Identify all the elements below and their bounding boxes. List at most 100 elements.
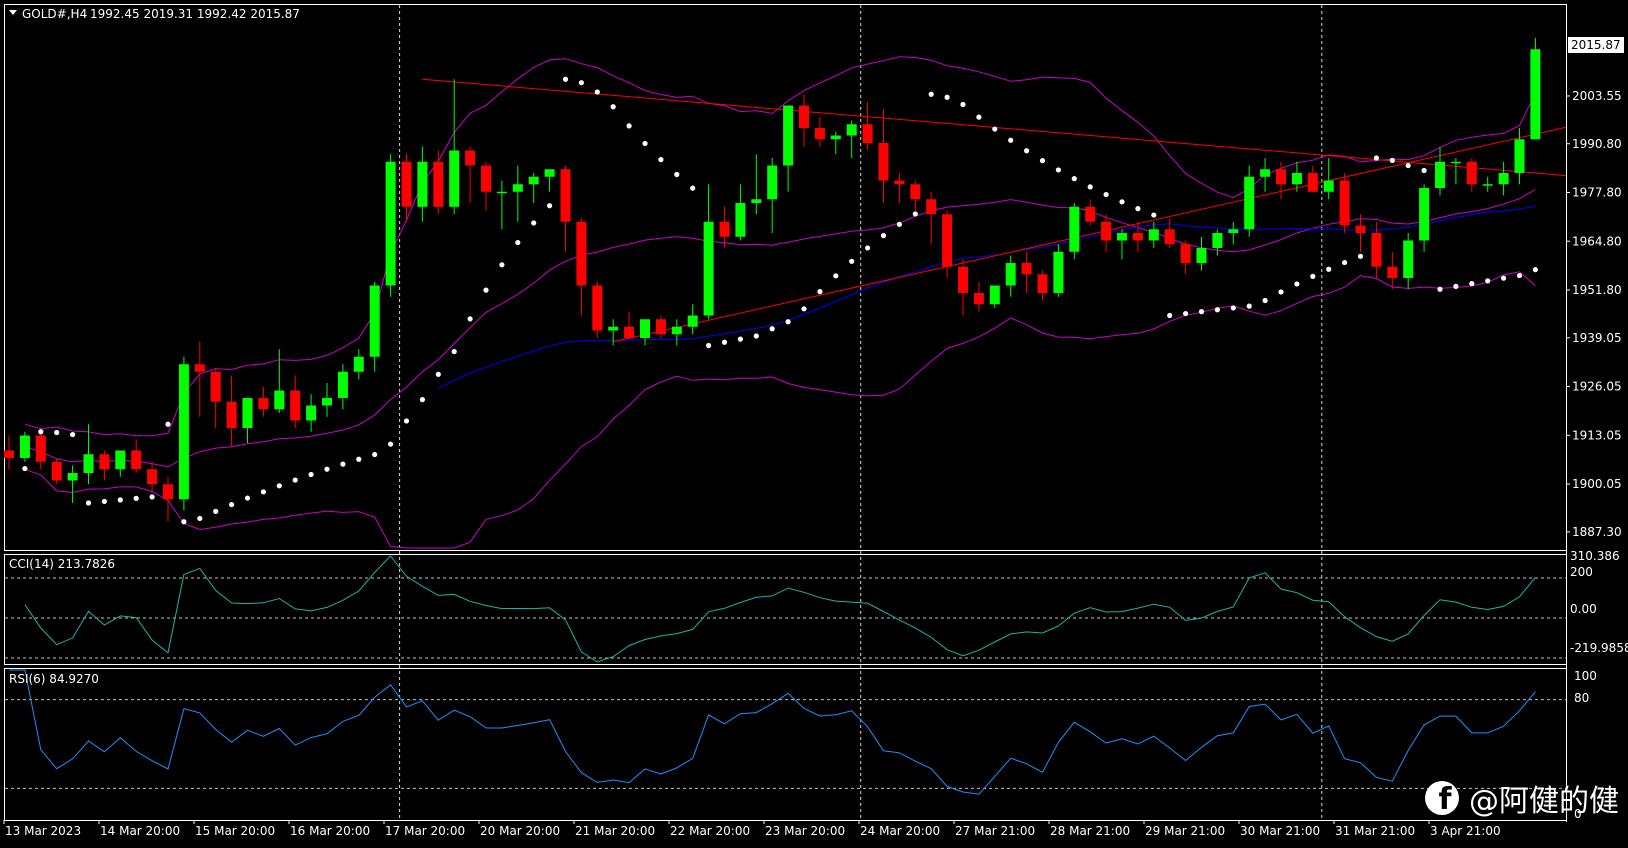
sar-dot xyxy=(674,171,680,178)
sar-dot xyxy=(769,326,775,332)
sar-dot xyxy=(101,498,107,505)
sar-dot xyxy=(1501,275,1507,281)
candle-body xyxy=(1228,229,1239,233)
candle-body xyxy=(1387,266,1398,278)
rsi-tick-label: 0 xyxy=(1574,807,1582,821)
candle-body xyxy=(1466,161,1477,185)
candle-body xyxy=(1276,169,1286,185)
sar-dot xyxy=(626,123,632,129)
symbol-label: GOLD#,H4 xyxy=(22,7,87,21)
cci-tick-label: 200 xyxy=(1570,565,1593,579)
sar-dot xyxy=(22,465,28,472)
candle-body xyxy=(242,398,253,428)
parabolic-sar xyxy=(22,76,1538,525)
candle-body xyxy=(1260,169,1271,177)
cci-line xyxy=(24,555,1536,663)
candle-body xyxy=(194,364,205,372)
candle-body xyxy=(337,371,348,398)
candle-body xyxy=(894,180,905,185)
sar-dot xyxy=(1039,158,1046,164)
sar-dot xyxy=(944,94,950,100)
candle-body xyxy=(465,150,476,166)
sar-dot xyxy=(213,508,219,514)
sar-dot xyxy=(1071,176,1077,182)
price-tick-label: 1964.80 xyxy=(1572,234,1622,248)
cci-path xyxy=(24,555,1536,663)
time-axis-label: 20 Mar 20:00 xyxy=(480,824,560,838)
sar-dot xyxy=(1198,309,1205,315)
candle-body xyxy=(163,484,173,500)
candle-body xyxy=(544,169,555,177)
sar-dot xyxy=(356,456,362,462)
sar-dot xyxy=(260,489,266,495)
sar-dot xyxy=(340,461,346,467)
candle-body xyxy=(1148,229,1159,241)
price-tick-label: 2003.55 xyxy=(1572,89,1622,103)
cci-label: CCI(14) 213.7826 xyxy=(9,557,115,571)
candle-body xyxy=(942,214,953,267)
sar-dot xyxy=(801,306,807,312)
candle-body xyxy=(306,405,317,421)
candle-body xyxy=(1005,263,1016,286)
sar-dot xyxy=(1278,289,1284,295)
sar-dot xyxy=(1024,148,1030,154)
time-axis-label: 3 Apr 21:00 xyxy=(1430,824,1501,838)
sar-dot xyxy=(117,497,123,503)
cci-tick-label: -219.9858 xyxy=(1570,641,1628,655)
sar-dot xyxy=(70,431,76,438)
candle-body xyxy=(1085,206,1096,222)
candle-body xyxy=(592,285,603,331)
candle-body xyxy=(1339,180,1350,226)
candle-body xyxy=(989,285,1000,305)
rsi-path xyxy=(9,669,1536,795)
sar-dot xyxy=(276,483,282,489)
indicator-levels xyxy=(5,577,1566,789)
candle-body xyxy=(830,135,841,140)
sar-dot xyxy=(896,221,903,227)
rsi-label: RSI(6) 84.9270 xyxy=(9,672,99,686)
sar-dot xyxy=(642,140,648,147)
candle-body xyxy=(1053,251,1064,293)
candle-body xyxy=(814,128,825,140)
sar-dot xyxy=(1437,286,1443,292)
current-price-value: 2015.87 xyxy=(1571,38,1621,52)
candle-body xyxy=(99,454,110,470)
candle-body xyxy=(369,285,380,357)
sar-dot xyxy=(547,203,553,209)
candle-body xyxy=(449,150,460,207)
candle-body xyxy=(958,266,968,293)
time-axis-label: 14 Mar 20:00 xyxy=(100,824,180,838)
rsi-line xyxy=(9,669,1536,795)
sar-dot xyxy=(1373,155,1379,161)
candle-body xyxy=(1482,184,1493,186)
sar-dot xyxy=(531,220,537,226)
sar-dot xyxy=(1262,297,1268,304)
sar-dot xyxy=(849,258,855,264)
sar-dot xyxy=(229,501,235,508)
sar-dot xyxy=(1214,307,1220,313)
ma-line xyxy=(438,205,1536,389)
candle-body xyxy=(67,473,78,481)
time-axis-label: 13 Mar 2023 xyxy=(5,824,81,838)
sar-dot xyxy=(1087,184,1093,190)
time-axis-label: 29 Mar 21:00 xyxy=(1145,824,1225,838)
candle-body xyxy=(481,165,491,192)
rsi-tick-label: 80 xyxy=(1574,691,1589,705)
candle-body xyxy=(576,221,587,286)
bollinger-middle xyxy=(24,189,1536,468)
watermark: f @阿健的健 xyxy=(1425,774,1625,822)
sar-dot xyxy=(467,316,473,322)
time-axis-label: 30 Mar 21:00 xyxy=(1240,824,1320,838)
sar-dot xyxy=(1421,167,1427,174)
candle-body xyxy=(687,315,698,327)
candle-body xyxy=(1180,244,1191,263)
sar-dot xyxy=(1167,312,1173,319)
symbol-dropdown-icon[interactable] xyxy=(9,10,17,15)
candle-body xyxy=(115,450,126,470)
candle-body xyxy=(655,319,666,335)
sar-dot xyxy=(1119,199,1125,205)
candle-body xyxy=(417,161,428,207)
candle-body xyxy=(274,390,285,410)
